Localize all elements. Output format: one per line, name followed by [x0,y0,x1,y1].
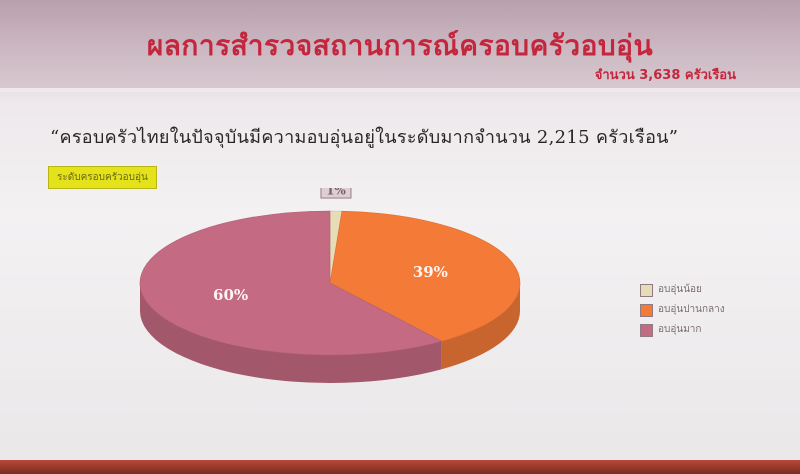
legend-item-low: อบอุ่นน้อย [640,280,725,300]
footer-band [0,460,800,474]
pie-slice-2 [139,210,443,356]
pie-chart: 1% 39% 60% [139,188,521,384]
legend-label-low: อบอุ่นน้อย [658,284,702,295]
header-divider [0,88,800,92]
legend-swatch-low [640,283,653,297]
pie-label-box-0 [320,188,352,199]
household-count: จำนวน 3,638 ครัวเรือน [594,68,736,83]
legend-label-medium: อบอุ่นปานกลาง [658,304,725,315]
legend-swatch-medium [640,303,653,317]
pie-label-2: 60% [213,286,248,304]
pie-label-1: 39% [413,263,448,281]
header-band [0,0,800,88]
chart-legend: อบอุ่นน้อย อบอุ่นปานกลาง อบอุ่นมาก [640,280,725,340]
slide-title: ผลการสำรวจสถานการณ์ครอบครัวอบอุ่น [146,29,654,62]
pie-label-0: 1% [326,188,346,198]
pie-slice-1 [329,210,521,342]
pie-slice-side-1 [441,283,520,370]
legend-swatch-high [640,323,653,337]
chart-title-tag: ระดับครอบครัวอบอุ่น [48,166,157,189]
legend-label-high: อบอุ่นมาก [658,324,702,335]
pie-slice-side-2 [140,283,442,384]
legend-item-medium: อบอุ่นปานกลาง [640,300,725,320]
legend-item-high: อบอุ่นมาก [640,320,725,340]
summary-quote: “ครอบครัวไทยในปัจจุบันมีความอบอุ่นอยู่ใน… [50,127,679,148]
